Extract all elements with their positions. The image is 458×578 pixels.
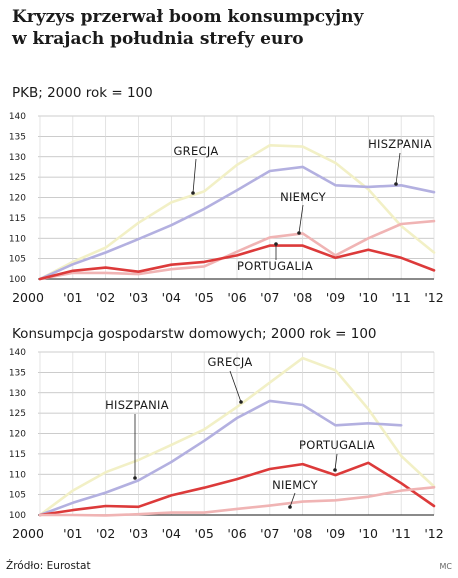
x-tick-label-10: '10 <box>359 290 378 305</box>
leader-dot-hiszpania <box>133 476 137 480</box>
leader-line-grecja <box>192 158 197 194</box>
y-tick-label-140: 140 <box>9 348 26 358</box>
x-tick-label-4: '04 <box>162 290 181 305</box>
series-line-niemcy <box>38 486 436 517</box>
series-line-hiszpania <box>38 165 436 281</box>
series-label-portugalia: PORTUGALIA <box>299 438 375 452</box>
y-tick-label-130: 130 <box>9 153 26 163</box>
x-tick-label-8: '08 <box>293 526 312 541</box>
leader-line-niemcy <box>289 492 296 508</box>
y-tick-label-110: 110 <box>9 470 26 480</box>
x-tick-label-6: '06 <box>227 290 246 305</box>
chart-title-line-1: Kryzys przerwał boom konsumpcyjny <box>12 7 364 27</box>
y-tick-label-115: 115 <box>9 214 26 224</box>
x-tick-label-3: '03 <box>129 526 148 541</box>
x-tick-label-11: '11 <box>391 290 410 305</box>
series-line-niemcy <box>38 219 436 281</box>
x-tick-label-1: '01 <box>63 290 82 305</box>
x-tick-label-2: '02 <box>96 526 115 541</box>
y-tick-label-120: 120 <box>9 430 26 440</box>
y-tick-label-105: 105 <box>9 491 26 501</box>
author-credit: MC <box>439 562 453 571</box>
y-tick-label-110: 110 <box>9 234 26 244</box>
x-tick-label-6: '06 <box>227 526 246 541</box>
chart-1-subtitle: PKB; 2000 rok = 100 <box>12 85 153 101</box>
x-tick-label-4: '04 <box>162 526 181 541</box>
leader-dot-hiszpania <box>394 182 398 186</box>
y-tick-label-130: 130 <box>9 389 26 399</box>
y-tick-label-125: 125 <box>9 173 26 183</box>
x-tick-label-7: '07 <box>260 290 279 305</box>
y-tick-label-135: 135 <box>9 368 26 378</box>
series-line-portugalia <box>38 244 436 281</box>
y-tick-label-100: 100 <box>9 511 26 521</box>
x-tick-label-9: '09 <box>326 290 345 305</box>
series-line-grecja <box>38 356 436 517</box>
y-tick-label-105: 105 <box>9 255 26 265</box>
chart-2-subtitle: Konsumpcja gospodarstw domowych; 2000 ro… <box>12 326 377 342</box>
source-note: Źródło: Eurostat <box>6 560 91 572</box>
series-label-grecja: GRECJA <box>173 144 218 158</box>
y-tick-label-125: 125 <box>9 409 26 419</box>
y-tick-label-100: 100 <box>9 275 26 285</box>
leader-dot-portugalia <box>333 468 337 472</box>
chart-title: Kryzys przerwał boom konsumpcyjny w kraj… <box>12 6 442 50</box>
x-tick-label-0: 2000 <box>12 290 44 305</box>
gdp-chart: 100 105 110 115 120 125 130 135 140 2000 '01 '02 '03… <box>9 112 444 305</box>
y-tick-label-115: 115 <box>9 450 26 460</box>
x-tick-label-8: '08 <box>293 290 312 305</box>
consumption-chart: 100 105 110 115 120 125 130 135 140 2000 '01 '02 '03… <box>9 348 444 541</box>
series-label-portugalia: PORTUGALIA <box>237 259 313 273</box>
x-tick-label-0: 2000 <box>12 526 44 541</box>
leader-dot-niemcy <box>297 231 301 235</box>
series-line-grecja <box>38 143 436 281</box>
leader-line-hiszpania <box>395 152 401 185</box>
x-tick-label-7: '07 <box>260 526 279 541</box>
leader-line-grecja <box>229 370 242 403</box>
series-line-portugalia <box>38 461 436 517</box>
x-tick-label-12: '12 <box>424 526 443 541</box>
series-label-hiszpania: HISZPANIA <box>368 137 432 151</box>
x-tick-label-3: '03 <box>129 290 148 305</box>
x-tick-label-5: '05 <box>194 526 213 541</box>
x-tick-label-9: '09 <box>326 526 345 541</box>
series-label-grecja: GRECJA <box>207 355 252 369</box>
leader-line-portugalia <box>334 453 338 471</box>
leader-line-niemcy <box>298 204 304 234</box>
series-label-niemcy: NIEMCY <box>280 190 327 204</box>
x-tick-label-1: '01 <box>63 526 82 541</box>
series-label-hiszpania: HISZPANIA <box>105 398 169 412</box>
x-tick-label-5: '05 <box>194 290 213 305</box>
x-tick-label-11: '11 <box>391 526 410 541</box>
leader-dot-niemcy <box>288 505 292 509</box>
chart-title-line-2: w krajach południa strefy euro <box>12 29 304 49</box>
x-tick-label-2: '02 <box>96 290 115 305</box>
x-tick-label-10: '10 <box>359 526 378 541</box>
leader-dot-grecja <box>239 400 243 404</box>
leader-dot-grecja <box>191 191 195 195</box>
leader-dot-portugalia <box>274 242 278 246</box>
x-tick-label-12: '12 <box>424 290 443 305</box>
series-label-niemcy: NIEMCY <box>272 478 319 492</box>
y-tick-label-140: 140 <box>9 112 26 122</box>
y-tick-label-135: 135 <box>9 132 26 142</box>
series-line-hiszpania <box>38 399 403 517</box>
y-tick-label-120: 120 <box>9 194 26 204</box>
